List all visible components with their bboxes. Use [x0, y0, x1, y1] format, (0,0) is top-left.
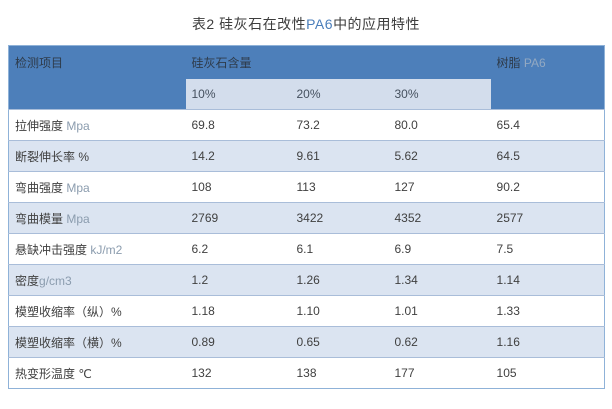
- row-label: 模塑收缩率（纵）%: [8, 295, 186, 327]
- title-prefix: 表2 硅灰石在改性: [191, 16, 307, 32]
- header-cell-item: 检测项目: [8, 45, 186, 79]
- table-row: 拉伸强度 Mpa 69.8 73.2 80.0 65.4: [8, 109, 605, 141]
- cell-value: 177: [388, 357, 491, 389]
- cell-value: 1.18: [185, 295, 291, 327]
- row-label: 拉伸强度 Mpa: [8, 109, 186, 141]
- header-cell-30pct: 30%: [388, 79, 491, 110]
- cell-value: 69.8: [185, 109, 291, 141]
- row-unit: Mpa: [66, 118, 90, 133]
- table-row: 热变形温度 ℃ 132 138 177 105: [8, 357, 605, 389]
- cell-value: 73.2: [290, 109, 389, 141]
- resin-label: 树脂: [496, 56, 524, 70]
- row-label: 断裂伸长率 %: [8, 140, 186, 172]
- row-unit: Mpa: [66, 211, 90, 226]
- table-row: 弯曲模量 Mpa 2769 3422 4352 2577: [8, 202, 605, 234]
- cell-value: 127: [388, 171, 491, 203]
- cell-value: 1.2: [185, 264, 291, 296]
- cell-value: 1.34: [388, 264, 491, 296]
- table-row: 弯曲强度 Mpa 108 113 127 90.2: [8, 171, 605, 203]
- table-body: 拉伸强度 Mpa 69.8 73.2 80.0 65.4 断裂伸长率 % 14.…: [8, 109, 605, 389]
- cell-value: 90.2: [490, 171, 605, 203]
- cell-value: 0.89: [185, 326, 291, 358]
- table-row: 模塑收缩率（纵）% 1.18 1.10 1.01 1.33: [8, 295, 605, 327]
- header-cell-10pct: 10%: [185, 79, 291, 110]
- cell-value: 108: [185, 171, 291, 203]
- cell-value: 2577: [490, 202, 605, 234]
- table-row: 模塑收缩率（横）% 0.89 0.65 0.62 1.16: [8, 326, 605, 358]
- cell-value: 1.33: [490, 295, 605, 327]
- cell-value: 65.4: [490, 109, 605, 141]
- table-row: 悬缺冲击强度 kJ/m2 6.2 6.1 6.9 7.5: [8, 233, 605, 265]
- table-title: 表2 硅灰石在改性PA6中的应用特性: [0, 14, 612, 34]
- row-label-text: 断裂伸长率 %: [15, 149, 90, 164]
- cell-value: 138: [290, 357, 389, 389]
- properties-table: 检测项目 硅灰石含量 树脂 PA6 10% 20% 30% 拉伸强度 Mpa 6…: [8, 45, 606, 389]
- cell-value: 105: [490, 357, 605, 389]
- header-spacer-right: [490, 79, 605, 110]
- row-label-text: 模塑收缩率（纵）%: [15, 304, 122, 319]
- row-label-text: 热变形温度 ℃: [15, 366, 92, 381]
- table-row: 断裂伸长率 % 14.2 9.61 5.62 64.5: [8, 140, 605, 172]
- row-label-text: 密度: [15, 273, 40, 288]
- row-unit: kJ/m2: [90, 242, 123, 257]
- cell-value: 6.9: [388, 233, 491, 265]
- row-label-text: 拉伸强度: [15, 118, 67, 133]
- cell-value: 80.0: [388, 109, 491, 141]
- row-label-text: 悬缺冲击强度: [15, 242, 91, 257]
- cell-value: 0.62: [388, 326, 491, 358]
- header-row-main: 检测项目 硅灰石含量 树脂 PA6: [8, 45, 605, 79]
- header-spacer-left: [8, 79, 186, 110]
- row-label: 密度g/cm3: [8, 264, 186, 296]
- cell-value: 1.10: [290, 295, 389, 327]
- row-label: 弯曲强度 Mpa: [8, 171, 186, 203]
- cell-value: 1.16: [490, 326, 605, 358]
- cell-value: 132: [185, 357, 291, 389]
- cell-value: 7.5: [490, 233, 605, 265]
- header-cell-resin: 树脂 PA6: [490, 45, 605, 79]
- row-label: 弯曲模量 Mpa: [8, 202, 186, 234]
- cell-value: 0.65: [290, 326, 389, 358]
- title-suffix: 中的应用特性: [333, 16, 421, 32]
- cell-value: 1.14: [490, 264, 605, 296]
- row-label-text: 弯曲模量: [15, 211, 67, 226]
- cell-value: 5.62: [388, 140, 491, 172]
- title-highlight-pa6: PA6: [306, 16, 334, 32]
- table-row: 密度g/cm3 1.2 1.26 1.34 1.14: [8, 264, 605, 296]
- cell-value: 1.26: [290, 264, 389, 296]
- cell-value: 64.5: [490, 140, 605, 172]
- header-cell-20pct: 20%: [290, 79, 389, 110]
- row-unit: Mpa: [66, 180, 90, 195]
- row-label: 模塑收缩率（横）%: [8, 326, 186, 358]
- cell-value: 6.1: [290, 233, 389, 265]
- header-row-percents: 10% 20% 30%: [8, 79, 605, 110]
- row-label: 悬缺冲击强度 kJ/m2: [8, 233, 186, 265]
- cell-value: 4352: [388, 202, 491, 234]
- cell-value: 14.2: [185, 140, 291, 172]
- cell-value: 3422: [290, 202, 389, 234]
- cell-value: 6.2: [185, 233, 291, 265]
- cell-value: 1.01: [388, 295, 491, 327]
- row-label: 热变形温度 ℃: [8, 357, 186, 389]
- row-label-text: 模塑收缩率（横）%: [15, 335, 122, 350]
- cell-value: 9.61: [290, 140, 389, 172]
- cell-value: 2769: [185, 202, 291, 234]
- table-header: 检测项目 硅灰石含量 树脂 PA6 10% 20% 30%: [8, 45, 605, 110]
- header-cell-wollastonite-content: 硅灰石含量: [185, 45, 491, 79]
- resin-latin: PA6: [523, 56, 546, 70]
- row-unit: g/cm3: [39, 273, 72, 288]
- row-label-text: 弯曲强度: [15, 180, 67, 195]
- cell-value: 113: [290, 171, 389, 203]
